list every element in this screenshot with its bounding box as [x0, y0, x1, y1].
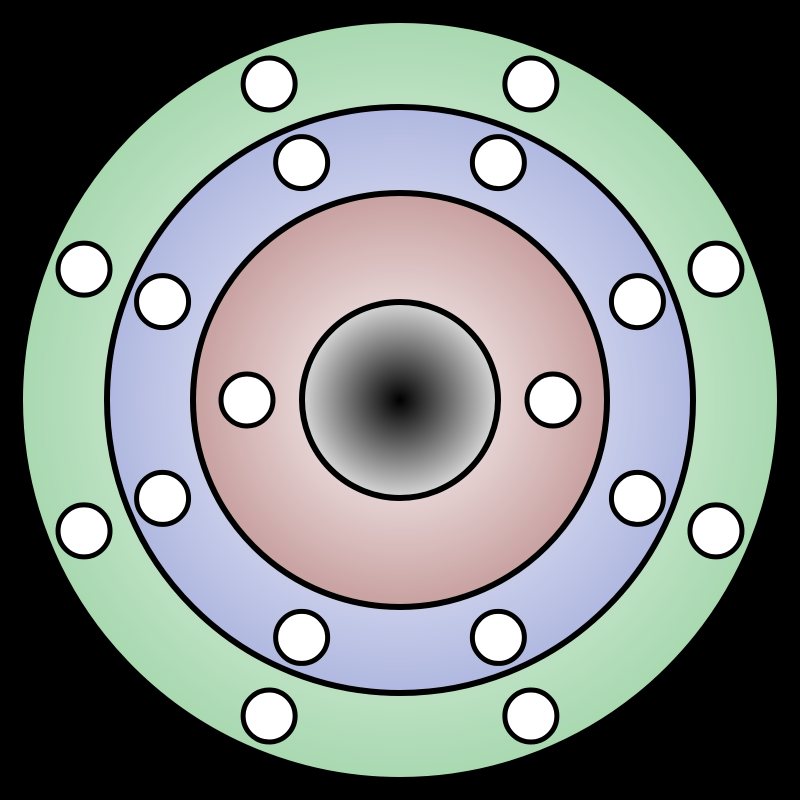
nucleus-circle	[302, 302, 498, 498]
electron-dot	[690, 505, 742, 557]
electron-dot	[611, 276, 663, 328]
electron-dot	[276, 137, 328, 189]
electron-dot	[276, 611, 328, 663]
electron-dot	[137, 472, 189, 524]
electron-dot	[527, 374, 579, 426]
electron-dot	[472, 137, 524, 189]
electron-dot	[58, 505, 110, 557]
electron-dot	[690, 243, 742, 295]
electron-dot	[221, 374, 273, 426]
electron-dot	[505, 690, 557, 742]
nucleus	[302, 302, 498, 498]
electron-dot	[58, 243, 110, 295]
electron-dot	[243, 58, 295, 110]
electron-dot	[611, 472, 663, 524]
atom-shell-diagram	[0, 0, 800, 800]
electron-dot	[472, 611, 524, 663]
electron-dot	[243, 690, 295, 742]
electron-dot	[505, 58, 557, 110]
electron-dot	[137, 276, 189, 328]
